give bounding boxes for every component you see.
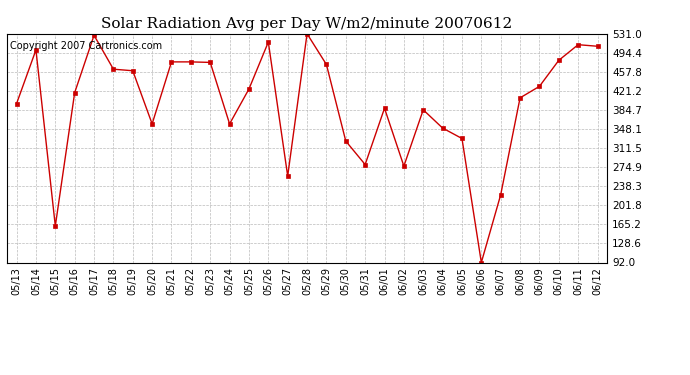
Title: Solar Radiation Avg per Day W/m2/minute 20070612: Solar Radiation Avg per Day W/m2/minute …: [101, 17, 513, 31]
Text: Copyright 2007 Cartronics.com: Copyright 2007 Cartronics.com: [10, 40, 162, 51]
